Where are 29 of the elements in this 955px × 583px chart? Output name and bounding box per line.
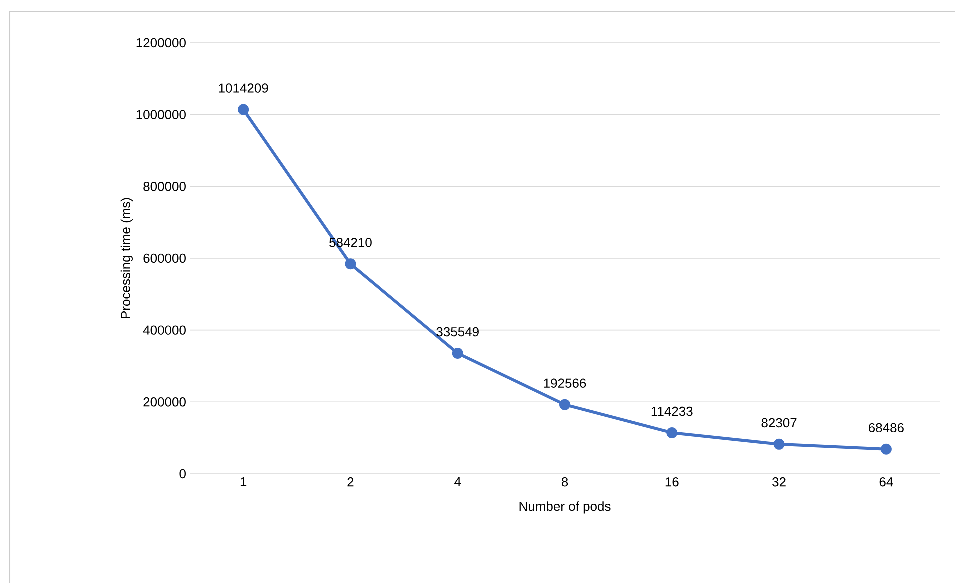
y-tick-label: 1200000	[136, 38, 186, 48]
x-tick-label: 4	[454, 478, 462, 486]
data-label: 1014209	[219, 84, 268, 93]
x-tick-label: 64	[880, 478, 894, 487]
y-tick-label: 1000000	[136, 110, 186, 120]
y-tick-label: 400000	[143, 326, 186, 335]
point	[666, 427, 678, 438]
y-tick-label: 0	[180, 469, 186, 479]
data-label: 114233	[652, 406, 693, 416]
x-tick-label: 1	[240, 478, 247, 486]
y-tick-label: 800000	[144, 182, 186, 192]
data-label: 192566	[544, 378, 586, 388]
data-label: 68486	[869, 423, 904, 433]
point	[345, 258, 356, 270]
point	[560, 399, 571, 410]
point	[774, 438, 785, 450]
y-tick-label: 200000	[144, 398, 186, 407]
x-tick-label: 16	[666, 478, 679, 487]
x-tick-label: 8	[562, 478, 568, 487]
data-label: 82307	[762, 418, 797, 428]
x-axis-title: Number of pods	[520, 502, 611, 514]
point	[880, 444, 892, 455]
point	[238, 104, 250, 116]
x-tick-label: 32	[772, 478, 786, 487]
y-tick-label: 600000	[144, 254, 186, 264]
y-axis-title: Processing time (ms)	[120, 198, 133, 318]
x-tick-label: 2	[348, 478, 354, 487]
data-label: 335549	[436, 327, 479, 337]
point	[452, 348, 464, 359]
